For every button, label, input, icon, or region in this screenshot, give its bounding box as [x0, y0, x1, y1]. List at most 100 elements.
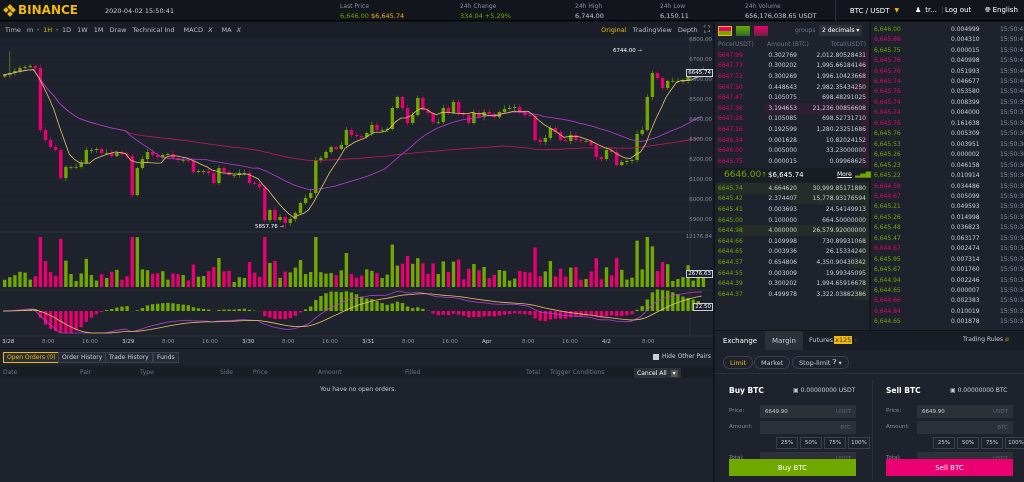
sell-balance-value: 0.00000000 BTC	[957, 387, 1008, 394]
trade-row: 6,645.76 0.051993 15:50:40	[871, 66, 1024, 77]
both-sides-view-icon[interactable]	[718, 26, 732, 36]
volume-bar	[130, 237, 134, 287]
price-chart[interactable]	[0, 38, 713, 348]
asks-only-view-icon[interactable]	[754, 26, 768, 36]
sell-amount-input[interactable]: BTC	[917, 421, 1013, 434]
tb-technical-ind[interactable]: Technical Ind	[132, 26, 175, 34]
pair-selector[interactable]: BTC / USDT ▼	[835, 0, 913, 21]
candle	[589, 141, 593, 145]
candle	[507, 108, 512, 109]
percent-button[interactable]: 25%	[933, 437, 955, 449]
buy-button[interactable]: Buy BTC	[729, 459, 856, 476]
tab-futures[interactable]: Futures x125 ›	[809, 336, 857, 344]
caret-down-icon: ▼	[894, 7, 900, 14]
buy-price-input[interactable]: 6649.90 USDT	[760, 405, 856, 418]
percent-button[interactable]: 100%	[848, 437, 870, 449]
volume-bar	[370, 270, 374, 287]
volume-bar	[620, 269, 624, 287]
book-row[interactable]: 6645.41 0.003693 24.54149913	[715, 204, 869, 215]
trade-time: 15:50:41	[1000, 46, 1024, 54]
tb-minutes[interactable]: m	[26, 26, 34, 34]
trade-amount: 0.010914	[951, 172, 980, 180]
tab-funds[interactable]: Funds	[153, 352, 179, 363]
tb-ma[interactable]: MA X	[216, 26, 245, 34]
order-type-market[interactable]: Market	[754, 356, 791, 369]
macd-histogram-bar	[370, 299, 374, 311]
percent-button[interactable]: 75%	[981, 437, 1003, 449]
percent-button[interactable]: 25%	[776, 437, 798, 449]
checkbox[interactable]	[653, 353, 659, 360]
book-row[interactable]: 6645.00 0.100000 664.50000000	[715, 214, 869, 226]
candle	[273, 210, 277, 220]
book-row[interactable]: 6645.42 2.374407 15,778.93176594	[715, 193, 869, 205]
book-row[interactable]: 6644.57 0.654806 4,350.90430342	[715, 257, 869, 268]
trade-row: 6,645.95 0.007314 15:50:34	[871, 254, 1024, 265]
book-row[interactable]: 6647.16 0.192599 1,280.23251686	[715, 124, 869, 135]
book-price: 6647.99	[718, 51, 743, 59]
pair-label: BTC / USDT	[849, 6, 890, 15]
book-row[interactable]: 6647.73 0.300202 1,995.66184146	[715, 60, 869, 72]
tab-margin[interactable]: Margin	[765, 331, 803, 350]
book-row[interactable]: 6644.65 0.003936 26.15334240	[715, 246, 869, 258]
book-row[interactable]: 6644.55 0.003009 19.99345095	[715, 267, 869, 279]
tab-exchange[interactable]: Exchange	[715, 331, 765, 350]
tb-1m[interactable]: 1M	[93, 26, 104, 34]
logout-link[interactable]: Log out	[945, 6, 972, 14]
book-row[interactable]: 6644.98 4.000000 26,579.92000000	[715, 225, 869, 236]
tb-time[interactable]: Time	[5, 26, 21, 34]
book-row[interactable]: 6646.34 0.001628 10.82024152	[715, 134, 869, 146]
book-row[interactable]: 6646.00 0.005000 33.23000000	[715, 145, 869, 156]
percent-button[interactable]: 100%	[1005, 437, 1024, 449]
book-row[interactable]: 6644.37 0.499978 3,322.03882386	[715, 289, 869, 300]
depth-bar	[716, 183, 869, 194]
book-row[interactable]: 6647.26 0.105085 698.52731710	[715, 113, 869, 125]
binance-logo[interactable]: BINANCE	[3, 3, 78, 17]
trading-rules-link[interactable]: Trading Rules 🔥︎	[963, 336, 1009, 344]
book-row[interactable]: 6644.66 0.109998 730.89931068	[715, 236, 869, 247]
percent-button[interactable]: 50%	[957, 437, 979, 449]
view-tradingview[interactable]: TradingView	[632, 26, 672, 34]
close-icon[interactable]: X	[208, 26, 213, 34]
macd-histogram-bar	[115, 307, 119, 311]
hide-other-pairs[interactable]: Hide Other Pairs	[653, 353, 711, 360]
book-row[interactable]: 6645.74 4.664620 30,999.85171880	[715, 183, 869, 194]
view-original[interactable]: Original	[601, 26, 627, 34]
caret-down-icon[interactable]: ▾	[670, 369, 678, 377]
book-row[interactable]: 6647.47 0.105075 698.48291025	[715, 92, 869, 103]
order-type-stop-limit[interactable]: Stop-limit ❓︎ ▾	[792, 356, 849, 369]
book-row[interactable]: 6645.75 0.000015 0.09968625	[715, 156, 869, 167]
book-row[interactable]: 6647.36 3.194653 21,236.00856608	[715, 103, 869, 114]
macd-histogram-bar	[446, 311, 451, 316]
percent-button[interactable]: 75%	[824, 437, 846, 449]
cancel-all-button[interactable]: Cancel All ▾	[634, 368, 681, 378]
tab-order-history[interactable]: Order History	[58, 352, 107, 363]
language-selector[interactable]: 🌐︎ English	[985, 6, 1018, 15]
tab-open-orders[interactable]: Open Orders (0)	[3, 352, 60, 363]
volume-bar	[201, 276, 206, 287]
book-row[interactable]: 6647.72 0.300269 1,996.10423668	[715, 71, 869, 82]
tb-macd[interactable]: MACD X	[178, 26, 216, 34]
buy-amount-input[interactable]: BTC	[760, 421, 856, 434]
percent-button[interactable]: 50%	[800, 437, 822, 449]
bids-only-view-icon[interactable]	[736, 26, 750, 36]
tb-1d[interactable]: 1D	[61, 26, 72, 34]
candle	[247, 173, 252, 183]
more-link[interactable]: More	[837, 171, 852, 178]
tab-trade-history[interactable]: Trade History	[105, 352, 153, 363]
user-menu[interactable]: ♟ tr... |	[915, 6, 944, 14]
sell-button[interactable]: Sell BTC	[886, 459, 1013, 476]
high-label: 24h High	[575, 3, 603, 10]
close-icon[interactable]: X	[236, 26, 242, 34]
sell-price-input[interactable]: 6649.90 USDT	[917, 405, 1013, 418]
order-type-limit[interactable]: Limit	[723, 356, 754, 369]
view-depth[interactable]: Depth	[677, 26, 698, 34]
tb-1w[interactable]: 1W	[77, 26, 88, 34]
groups-select[interactable]: 2 decimals ▾	[819, 25, 863, 36]
fullscreen-icon[interactable]: ⛶	[703, 25, 710, 35]
book-row[interactable]: 6644.39 0.300202 1,994.65916678	[715, 278, 869, 289]
volume-bar	[125, 276, 129, 287]
tb-1h[interactable]: 1H	[43, 26, 53, 34]
tb-draw[interactable]: Draw	[109, 26, 127, 34]
book-row[interactable]: 6647.50 0.448643 2,982.35434250	[715, 81, 869, 93]
book-row[interactable]: 6647.99 0.302769 2,012.80528431	[715, 50, 869, 61]
